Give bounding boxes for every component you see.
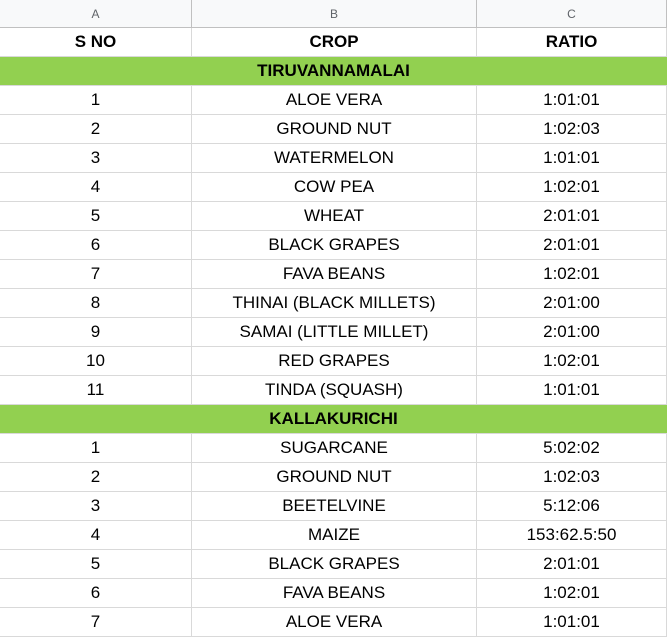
cell-crop[interactable]: ALOE VERA xyxy=(192,86,477,114)
table-row: 10 RED GRAPES 1:02:01 xyxy=(0,347,667,376)
cell-crop[interactable]: MAIZE xyxy=(192,521,477,549)
cell-sno[interactable]: 5 xyxy=(0,550,192,578)
cell-ratio[interactable]: 1:02:01 xyxy=(477,173,667,201)
cell-crop[interactable]: RED GRAPES xyxy=(192,347,477,375)
table-row: 1 ALOE VERA 1:01:01 xyxy=(0,86,667,115)
table-row: 2 GROUND NUT 1:02:03 xyxy=(0,463,667,492)
cell-sno[interactable]: 4 xyxy=(0,173,192,201)
cell-crop[interactable]: GROUND NUT xyxy=(192,463,477,491)
table-body: TIRUVANNAMALAI 1 ALOE VERA 1:01:01 2 GROUND N… xyxy=(0,57,667,637)
cell-ratio[interactable]: 1:02:01 xyxy=(477,260,667,288)
cell-crop[interactable]: BEETELVINE xyxy=(192,492,477,520)
table-row: 6 FAVA BEANS 1:02:01 xyxy=(0,579,667,608)
cell-sno[interactable]: 1 xyxy=(0,434,192,462)
cell-sno[interactable]: 1 xyxy=(0,86,192,114)
cell-ratio[interactable]: 2:01:01 xyxy=(477,202,667,230)
table-row: 9 SAMAI (LITTLE MILLET) 2:01:00 xyxy=(0,318,667,347)
cell-sno[interactable]: 8 xyxy=(0,289,192,317)
cell-sno[interactable]: 2 xyxy=(0,463,192,491)
cell-sno[interactable]: 2 xyxy=(0,115,192,143)
column-header-a[interactable]: A xyxy=(0,0,192,27)
table-row: 4 MAIZE 153:62.5:50 xyxy=(0,521,667,550)
cell-ratio[interactable]: 1:02:01 xyxy=(477,579,667,607)
cell-ratio[interactable]: 1:01:01 xyxy=(477,376,667,404)
cell-crop[interactable]: WATERMELON xyxy=(192,144,477,172)
cell-crop[interactable]: SUGARCANE xyxy=(192,434,477,462)
table-row: 2 GROUND NUT 1:02:03 xyxy=(0,115,667,144)
cell-ratio[interactable]: 1:02:03 xyxy=(477,463,667,491)
cell-crop[interactable]: FAVA BEANS xyxy=(192,260,477,288)
cell-sno[interactable]: 4 xyxy=(0,521,192,549)
cell-sno[interactable]: 3 xyxy=(0,144,192,172)
table-row: 6 BLACK GRAPES 2:01:01 xyxy=(0,231,667,260)
table-row: 3 BEETELVINE 5:12:06 xyxy=(0,492,667,521)
table-row: 7 FAVA BEANS 1:02:01 xyxy=(0,260,667,289)
table-row: 5 WHEAT 2:01:01 xyxy=(0,202,667,231)
cell-sno[interactable]: 11 xyxy=(0,376,192,404)
column-header-b[interactable]: B xyxy=(192,0,477,27)
cell-sno[interactable]: 3 xyxy=(0,492,192,520)
cell-crop[interactable]: TINDA (SQUASH) xyxy=(192,376,477,404)
column-header-row: A B C xyxy=(0,0,667,28)
cell-ratio[interactable]: 1:01:01 xyxy=(477,144,667,172)
table-row: 11 TINDA (SQUASH) 1:01:01 xyxy=(0,376,667,405)
cell-ratio[interactable]: 5:12:06 xyxy=(477,492,667,520)
table-row: 5 BLACK GRAPES 2:01:01 xyxy=(0,550,667,579)
cell-ratio[interactable]: 2:01:00 xyxy=(477,318,667,346)
cell-crop[interactable]: THINAI (BLACK MILLETS) xyxy=(192,289,477,317)
cell-ratio[interactable]: 1:02:01 xyxy=(477,347,667,375)
cell-crop[interactable]: COW PEA xyxy=(192,173,477,201)
column-header-c[interactable]: C xyxy=(477,0,667,27)
section-header[interactable]: TIRUVANNAMALAI xyxy=(0,57,667,86)
section-header[interactable]: KALLAKURICHI xyxy=(0,405,667,434)
cell-ratio[interactable]: 2:01:01 xyxy=(477,550,667,578)
table-row: 8 THINAI (BLACK MILLETS) 2:01:00 xyxy=(0,289,667,318)
cell-crop[interactable]: WHEAT xyxy=(192,202,477,230)
table-row: 3 WATERMELON 1:01:01 xyxy=(0,144,667,173)
cell-ratio[interactable]: 5:02:02 xyxy=(477,434,667,462)
cell-ratio[interactable]: 1:01:01 xyxy=(477,608,667,636)
cell-crop[interactable]: BLACK GRAPES xyxy=(192,231,477,259)
header-cell-sno[interactable]: S NO xyxy=(0,28,192,56)
cell-sno[interactable]: 7 xyxy=(0,608,192,636)
cell-crop[interactable]: GROUND NUT xyxy=(192,115,477,143)
cell-ratio[interactable]: 1:01:01 xyxy=(477,86,667,114)
cell-ratio[interactable]: 2:01:01 xyxy=(477,231,667,259)
cell-crop[interactable]: FAVA BEANS xyxy=(192,579,477,607)
cell-ratio[interactable]: 1:02:03 xyxy=(477,115,667,143)
cell-crop[interactable]: SAMAI (LITTLE MILLET) xyxy=(192,318,477,346)
cell-sno[interactable]: 10 xyxy=(0,347,192,375)
cell-crop[interactable]: ALOE VERA xyxy=(192,608,477,636)
cell-sno[interactable]: 6 xyxy=(0,231,192,259)
cell-sno[interactable]: 5 xyxy=(0,202,192,230)
header-cell-crop[interactable]: CROP xyxy=(192,28,477,56)
cell-ratio[interactable]: 2:01:00 xyxy=(477,289,667,317)
cell-sno[interactable]: 9 xyxy=(0,318,192,346)
table-header-row: S NO CROP RATIO xyxy=(0,28,667,57)
cell-ratio[interactable]: 153:62.5:50 xyxy=(477,521,667,549)
cell-crop[interactable]: BLACK GRAPES xyxy=(192,550,477,578)
cell-sno[interactable]: 6 xyxy=(0,579,192,607)
header-cell-ratio[interactable]: RATIO xyxy=(477,28,667,56)
cell-sno[interactable]: 7 xyxy=(0,260,192,288)
table-row: 7 ALOE VERA 1:01:01 xyxy=(0,608,667,637)
table-row: 4 COW PEA 1:02:01 xyxy=(0,173,667,202)
table-row: 1 SUGARCANE 5:02:02 xyxy=(0,434,667,463)
